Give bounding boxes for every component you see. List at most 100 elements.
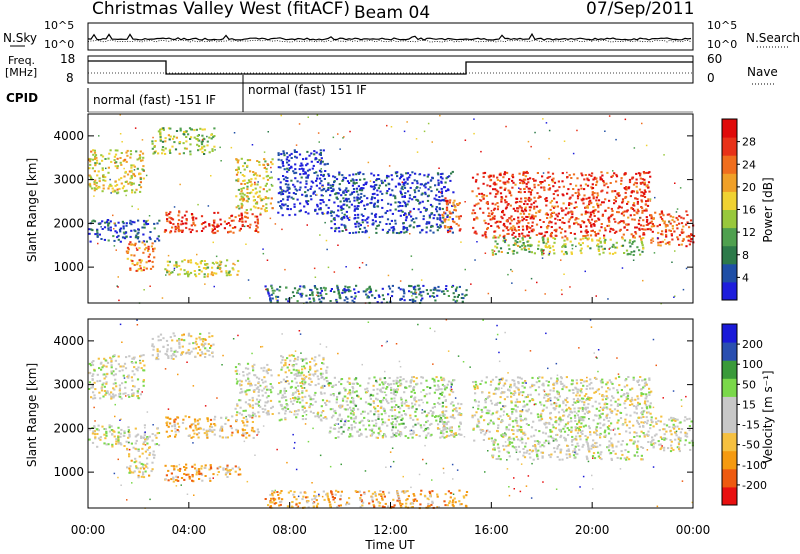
heatmap-cell — [216, 267, 219, 270]
heatmap-cell — [94, 397, 97, 400]
heatmap-cell — [132, 172, 135, 175]
heatmap-cell — [353, 196, 356, 199]
heatmap-cell — [202, 227, 205, 230]
heatmap-cell — [228, 271, 231, 274]
heatmap-cell — [538, 232, 541, 235]
heatmap-cell — [271, 158, 274, 161]
heatmap-cell — [305, 375, 308, 378]
heatmap-cell — [437, 179, 440, 182]
heatmap-cell — [646, 184, 649, 187]
heatmap-cell — [503, 222, 506, 225]
heatmap-cell — [424, 436, 428, 439]
heatmap-cell — [344, 193, 347, 196]
heatmap-cell — [315, 184, 318, 187]
heatmap-cell — [677, 238, 680, 241]
heatmap-cell — [638, 228, 641, 231]
heatmap-cell — [286, 357, 289, 360]
heatmap-cell — [281, 214, 284, 217]
heatmap-cell — [319, 207, 322, 210]
heatmap-cell — [420, 279, 423, 281]
heatmap-cell — [444, 288, 448, 290]
heatmap-cell — [650, 214, 653, 217]
heatmap-cell — [187, 133, 190, 136]
heatmap-cell — [308, 368, 312, 371]
heatmap-cell — [89, 158, 92, 161]
heatmap-cell — [399, 298, 402, 301]
heatmap-cell — [392, 382, 395, 385]
heatmap-cell — [640, 238, 643, 241]
heatmap-cell — [110, 397, 113, 400]
heatmap-cell — [643, 196, 647, 198]
colorbar-swatch — [722, 209, 737, 229]
heatmap-cell — [390, 436, 393, 439]
heatmap-cell — [516, 241, 519, 244]
heatmap-cell — [204, 338, 207, 341]
heatmap-cell — [666, 213, 669, 216]
heatmap-cell — [109, 229, 112, 232]
heatmap-cell — [313, 153, 316, 156]
heatmap-cell — [88, 228, 91, 231]
heatmap-cell — [196, 263, 199, 266]
heatmap-cell — [262, 369, 265, 372]
heatmap-cell — [117, 363, 120, 366]
heatmap-cell — [96, 235, 99, 238]
heatmap-cell — [281, 394, 284, 397]
heatmap-cell — [599, 203, 602, 206]
heatmap-cell — [338, 173, 341, 176]
heatmap-cell — [584, 183, 587, 186]
heatmap-cell — [402, 289, 405, 291]
heatmap-cell — [442, 413, 445, 416]
heatmap-cell — [164, 152, 167, 155]
heatmap-cell — [173, 420, 176, 423]
heatmap-cell — [129, 219, 132, 222]
heatmap-cell — [330, 210, 333, 213]
heatmap-cell — [479, 207, 482, 210]
heatmap-cell — [111, 433, 114, 436]
heatmap-cell — [427, 427, 430, 430]
heatmap-cell — [283, 364, 286, 367]
heatmap-cell — [584, 210, 587, 213]
heatmap-cell — [136, 261, 139, 264]
heatmap-cell — [597, 204, 600, 207]
heatmap-cell — [623, 173, 626, 176]
heatmap-cell — [382, 383, 385, 386]
heatmap-cell — [266, 174, 270, 177]
heatmap-cell — [430, 213, 433, 216]
heatmap-cell — [507, 203, 510, 205]
heatmap-cell — [371, 196, 374, 199]
heatmap-cell — [109, 356, 112, 359]
heatmap-cell — [365, 181, 368, 184]
heatmap-cell — [546, 240, 550, 243]
heatmap-cell — [452, 404, 455, 407]
heatmap-cell — [246, 432, 249, 434]
heatmap-cell — [301, 164, 304, 167]
heatmap-cell — [381, 206, 384, 209]
heatmap-cell — [287, 169, 290, 171]
heatmap-cell — [251, 416, 254, 419]
heatmap-cell — [533, 207, 536, 210]
heatmap-cell — [519, 240, 522, 243]
heatmap-cell — [117, 435, 120, 438]
heatmap-cell — [448, 393, 451, 396]
heatmap-cell — [105, 443, 108, 446]
heatmap-cell — [389, 383, 392, 386]
heatmap-cell — [263, 366, 266, 369]
heatmap-cell — [401, 174, 404, 177]
heatmap-cell — [433, 403, 436, 405]
heatmap-cell — [145, 240, 148, 243]
heatmap-cell — [182, 142, 185, 145]
heatmap-cell — [412, 425, 415, 428]
heatmap-cell — [257, 404, 261, 407]
heatmap-cell — [673, 296, 675, 298]
heatmap-cell — [284, 190, 287, 193]
heatmap-cell — [425, 222, 428, 225]
heatmap-cell — [510, 219, 513, 222]
heatmap-cell — [242, 374, 245, 377]
heatmap-cell — [143, 467, 146, 470]
heatmap-cell — [542, 221, 545, 223]
heatmap-cell — [423, 410, 426, 413]
heatmap-cell — [393, 397, 396, 400]
heatmap-cell — [116, 183, 119, 186]
freq-trace — [88, 60, 693, 75]
heatmap-cell — [129, 156, 132, 159]
